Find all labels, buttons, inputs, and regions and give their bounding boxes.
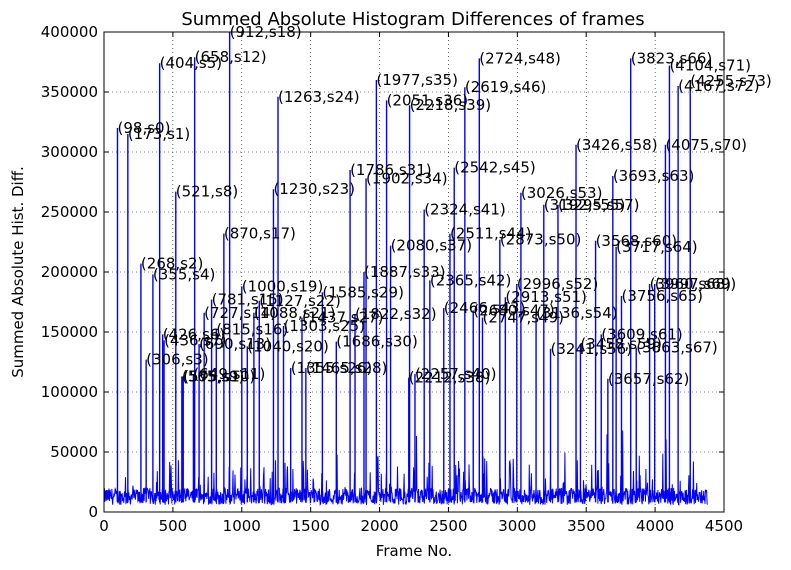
peak-label: (173,s1) xyxy=(128,125,190,143)
peak-label: (2511,s44) xyxy=(450,225,532,243)
peak-label: (3717,s64) xyxy=(616,238,698,256)
peak-label: (1465,s28) xyxy=(306,359,388,377)
ticks: 0 500 1000 1500 2000 2500 3000 3500 4000 4500 0 500… xyxy=(41,23,743,535)
peak-label: (4167,s72) xyxy=(678,77,760,95)
x-tick-label: 2000 xyxy=(360,517,398,535)
peak-label: (3960,s68) xyxy=(650,275,732,293)
peak-label: (781,s15) xyxy=(212,291,284,309)
peak-label: (1585,s29) xyxy=(322,283,404,301)
peak-label: (1355,s26) xyxy=(291,359,373,377)
peak-label: (1686,s30) xyxy=(336,333,418,351)
peak-label: (2913,s51) xyxy=(505,288,587,306)
peak-label: (1437,s27) xyxy=(302,309,384,327)
peak-label: (2724,s48) xyxy=(479,49,561,67)
peak-label: (870,s17) xyxy=(224,225,296,243)
x-tick-label: 4000 xyxy=(636,517,674,535)
peak-label: (649,s11) xyxy=(193,365,265,383)
y-tick-label: 50000 xyxy=(50,443,98,461)
peak-label: (2996,s52) xyxy=(517,275,599,293)
x-tick-label: 2500 xyxy=(429,517,467,535)
peak-label: (1822,s32) xyxy=(355,305,437,323)
y-tick-label: 200000 xyxy=(41,263,98,281)
chart-title: Summed Absolute Histogram Differences of… xyxy=(181,9,644,30)
peak-label: (2680,s47) xyxy=(473,301,555,319)
peak-label: (3241,s56) xyxy=(551,340,633,358)
peak-label: (3295,s57) xyxy=(558,196,640,214)
y-tick-label: 150000 xyxy=(41,323,98,341)
peak-label: (3458,s59) xyxy=(580,335,662,353)
peak-label: (1000,s19) xyxy=(242,277,324,295)
peak-label: (4255,s73) xyxy=(690,72,772,90)
peak-label: (3756,s65) xyxy=(621,287,703,305)
peak-label: (2051,s36) xyxy=(387,91,469,109)
x-tick-label: 4500 xyxy=(705,517,743,535)
peak-label: (3426,s58) xyxy=(576,136,658,154)
peak-label: (565,s9) xyxy=(182,367,244,385)
peak-label: (2747,s49) xyxy=(482,309,564,327)
series-line xyxy=(103,32,708,507)
peak-label: (268,s2) xyxy=(141,255,203,273)
x-tick-label: 0 xyxy=(99,517,109,535)
peak-label: (355,s4) xyxy=(153,265,215,283)
y-tick-label: 350000 xyxy=(41,83,98,101)
peak-label: (3136,s54) xyxy=(536,304,618,322)
peak-label: (727,s14) xyxy=(204,304,276,322)
peak-label: (1303,s25) xyxy=(284,317,366,335)
peak-label: (2619,s46) xyxy=(465,78,547,96)
peak-label: (1902,s34) xyxy=(366,169,448,187)
y-tick-label: 0 xyxy=(88,503,98,521)
peak-label: (3192,s55) xyxy=(544,196,626,214)
peak-label: (3823,s66) xyxy=(631,49,713,67)
peak-label: (521,s8) xyxy=(176,183,238,201)
peak-label: (1263,s24) xyxy=(278,88,360,106)
peak-label: (1127,s22) xyxy=(259,292,341,310)
peak-label: (3657,s62) xyxy=(608,370,690,388)
x-tick-label: 3500 xyxy=(567,517,605,535)
x-tick-label: 1500 xyxy=(292,517,330,535)
peak-label: (1040,s20) xyxy=(247,337,329,355)
peak-label: (1230,s23) xyxy=(273,180,355,198)
peak-label: (575,s10) xyxy=(183,367,255,385)
peak-label: (306,s3) xyxy=(146,351,208,369)
peak-label: (426,s6) xyxy=(163,325,225,343)
peak-label: (1088,s21) xyxy=(254,304,336,322)
peak-label: (3997,s69) xyxy=(655,275,737,293)
peak-label: (98,s0) xyxy=(118,119,171,137)
peak-label: (1786,s31) xyxy=(350,161,432,179)
peak-label: (2080,s37) xyxy=(391,237,473,255)
peak-label: (1887,s33) xyxy=(364,263,446,281)
y-tick-label: 400000 xyxy=(41,23,98,41)
peak-label: (3693,s63) xyxy=(613,167,695,185)
peak-label: (2257,s40) xyxy=(415,365,497,383)
peak-labels: (98,s0)(173,s1) (268,s2) (306,s3) (355,s4) (… xyxy=(118,23,772,388)
peak-label: (1977,s35) xyxy=(376,71,458,89)
peak-label: (2212,s38) xyxy=(409,369,491,387)
y-tick-label: 250000 xyxy=(41,203,98,221)
y-tick-label: 300000 xyxy=(41,143,98,161)
peak-label: (4075,s70) xyxy=(665,136,747,154)
y-axis-label: Summed Absolute Hist. Diff. xyxy=(9,166,27,378)
peak-label: (404,s5) xyxy=(160,54,222,72)
peak-label: (4104,s71) xyxy=(669,57,751,75)
peak-label: (2324,s41) xyxy=(424,201,506,219)
peak-label: (690,s13) xyxy=(199,335,271,353)
peak-label: (2218,s39) xyxy=(410,96,492,114)
x-tick-label: 500 xyxy=(159,517,188,535)
peak-label: (436,s7) xyxy=(164,331,226,349)
peak-label: (815,s16) xyxy=(216,321,288,339)
peak-label: (2873,s50) xyxy=(500,231,582,249)
peak-label: (3863,s67) xyxy=(636,339,718,357)
peak-label: (2542,s45) xyxy=(454,159,536,177)
x-axis-label: Frame No. xyxy=(376,542,452,560)
peak-label: (2466,s43) xyxy=(444,299,526,317)
peak-label: (3026,s53) xyxy=(521,184,603,202)
peak-label: (3568,s60) xyxy=(596,232,678,250)
y-tick-label: 100000 xyxy=(41,383,98,401)
x-tick-label: 3000 xyxy=(498,517,536,535)
x-tick-label: 1000 xyxy=(223,517,261,535)
peak-label: (658,s12) xyxy=(195,48,267,66)
peak-label: (3609,s61) xyxy=(601,325,683,343)
peak-label: (2365,s42) xyxy=(430,271,512,289)
